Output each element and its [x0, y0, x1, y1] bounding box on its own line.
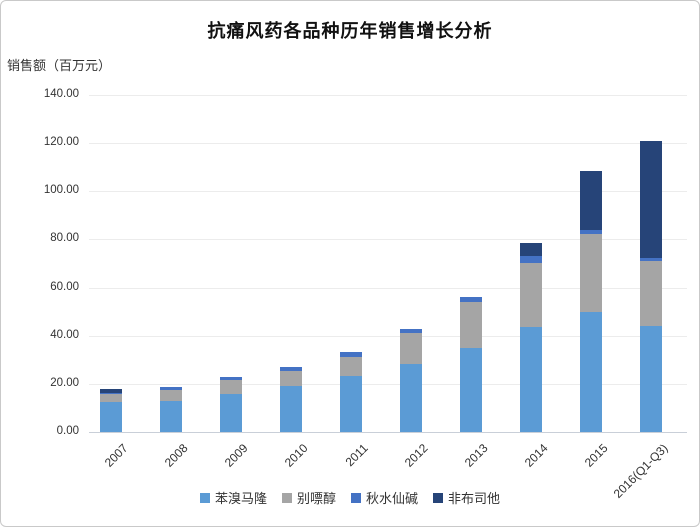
x-tick-label: 2009 [222, 441, 251, 470]
bar-segment-苯溴马隆-2012 [400, 363, 422, 432]
chart-title: 抗痛风药各品种历年销售增长分析 [207, 21, 493, 41]
bar-segment-别嘌醇-2015 [580, 233, 602, 312]
x-tick-label: 2011 [342, 441, 371, 470]
legend-swatch-icon [351, 492, 361, 503]
bar-segment-苯溴马隆-2016(Q1-Q3) [640, 326, 662, 432]
legend-item-秋水仙碱: 秋水仙碱 [351, 488, 418, 507]
y-tick-label: 120.00 [43, 136, 79, 149]
bar-segment-别嘌醇-2007 [100, 394, 122, 403]
gridline [89, 335, 687, 337]
bar-segment-秋水仙碱-2010 [280, 367, 302, 372]
bar-segment-别嘌醇-2016(Q1-Q3) [640, 261, 662, 327]
y-tick-label: 0.00 [56, 425, 79, 437]
bar-segment-苯溴马隆-2015 [580, 311, 602, 432]
legend-swatch-icon [199, 492, 210, 503]
y-tick-label: 40.00 [50, 328, 79, 341]
x-tick-label: 2007 [102, 441, 131, 470]
legend-item-非布司他: 非布司他 [433, 488, 500, 507]
bar-segment-苯溴马隆-2014 [520, 327, 542, 432]
bar-segment-非布司他-2015 [580, 170, 602, 230]
y-tick-label: 80.00 [50, 232, 79, 245]
x-tick-label: 2013 [462, 441, 491, 470]
gridline [89, 383, 687, 385]
y-axis-title: 销售额（百万元） [7, 58, 112, 73]
bar-segment-秋水仙碱-2007 [100, 392, 122, 395]
bar-segment-秋水仙碱-2012 [400, 328, 422, 334]
gridline [89, 287, 687, 289]
bar-segment-秋水仙碱-2013 [460, 296, 482, 302]
bar-segment-苯溴马隆-2011 [340, 375, 362, 432]
bar-segment-秋水仙碱-2016(Q1-Q3) [640, 257, 662, 262]
bar-segment-别嘌醇-2014 [520, 262, 542, 328]
x-axis-line [89, 432, 687, 433]
x-tick-label: 2015 [582, 441, 611, 470]
x-tick-label: 2014 [522, 441, 551, 470]
legend-label: 苯溴马隆 [214, 491, 267, 506]
y-tick-label: 100.00 [43, 184, 79, 197]
bar-segment-苯溴马隆-2007 [100, 402, 122, 432]
bar-segment-苯溴马隆-2010 [280, 385, 302, 432]
gridline [89, 95, 687, 96]
bar-segment-非布司他-2016(Q1-Q3) [640, 140, 662, 258]
y-tick-label: 60.00 [50, 280, 79, 293]
bar-segment-别嘌醇-2010 [280, 371, 302, 386]
legend-item-苯溴马隆: 苯溴马隆 [199, 488, 267, 507]
y-tick-label: 140.00 [43, 88, 79, 100]
legend-swatch-icon [433, 492, 444, 503]
bar-segment-苯溴马隆-2008 [160, 401, 182, 432]
x-tick-label: 2010 [282, 441, 311, 470]
bar-segment-非布司他-2014 [520, 242, 542, 257]
bar-segment-别嘌醇-2013 [460, 301, 482, 348]
bar-segment-秋水仙碱-2009 [220, 376, 242, 381]
legend-label: 秋水仙碱 [366, 491, 419, 506]
gridline [89, 239, 687, 241]
bar-segment-秋水仙碱-2014 [520, 256, 542, 263]
bar-segment-秋水仙碱-2015 [580, 229, 602, 234]
bar-segment-别嘌醇-2011 [340, 356, 362, 376]
bar-segment-别嘌醇-2009 [220, 380, 242, 395]
legend-item-别嘌醇: 别嘌醇 [281, 488, 336, 507]
legend: 苯溴马隆 别嘌醇 秋水仙碱 非布司他 [1, 488, 699, 507]
bar-segment-秋水仙碱-2008 [160, 386, 182, 390]
bar-segment-苯溴马隆-2013 [460, 347, 482, 432]
bar-segment-苯溴马隆-2009 [220, 394, 242, 432]
x-tick-label: 2008 [162, 441, 191, 470]
bar-segment-非布司他-2007 [100, 388, 122, 393]
legend-label: 别嘌醇 [296, 491, 336, 506]
gridline [89, 191, 687, 193]
gridline [89, 143, 687, 145]
legend-swatch-icon [281, 492, 292, 503]
bar-segment-别嘌醇-2008 [160, 389, 182, 402]
x-tick-label: 2012 [402, 441, 431, 470]
bar-segment-别嘌醇-2012 [400, 333, 422, 364]
y-tick-label: 20.00 [50, 376, 79, 389]
legend-label: 非布司他 [448, 491, 501, 506]
bar-segment-秋水仙碱-2011 [340, 352, 362, 357]
